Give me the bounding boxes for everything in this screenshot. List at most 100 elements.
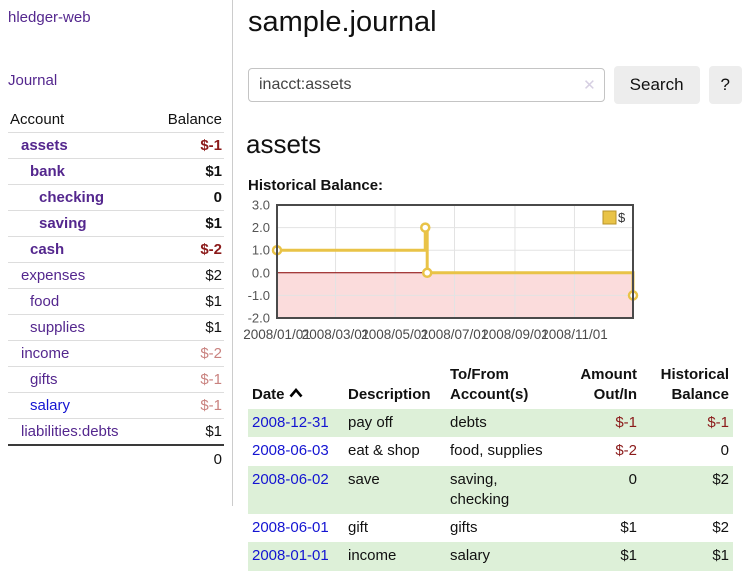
account-balance: $1 xyxy=(205,319,222,336)
transaction-row: 2008-01-01 income salary $1 $1 xyxy=(248,542,733,571)
account-balance: $1 xyxy=(205,293,222,310)
transaction-balance: $2 xyxy=(641,465,733,514)
account-row: cash $-2 xyxy=(8,236,224,263)
account-row: income $-2 xyxy=(8,340,224,367)
account-balance: $2 xyxy=(205,267,222,284)
account-link-saving[interactable]: saving xyxy=(39,215,87,232)
transaction-amount: $-2 xyxy=(615,442,637,460)
account-link-bank[interactable]: bank xyxy=(30,163,66,180)
svg-text:2008/01/01: 2008/01/01 xyxy=(243,327,311,342)
account-heading: assets xyxy=(246,129,322,159)
svg-text:2008/11/01: 2008/11/01 xyxy=(541,327,608,342)
account-link-food[interactable]: food xyxy=(30,293,60,310)
transaction-description: gift xyxy=(348,519,369,536)
register-header-date[interactable]: Date xyxy=(248,363,344,409)
account-link-supplies[interactable]: supplies xyxy=(30,319,86,336)
transaction-description: pay off xyxy=(344,409,446,438)
account-row: checking 0 xyxy=(8,184,224,211)
transaction-amount: $1 xyxy=(620,519,637,536)
transaction-date-link[interactable]: 2008-06-01 xyxy=(252,519,329,536)
transaction-date-link[interactable]: 2008-06-02 xyxy=(252,470,329,488)
transaction-accounts: salary xyxy=(446,542,556,571)
register-table: Date Description To/From Account(s) Amou… xyxy=(248,363,733,571)
transaction-row: 2008-12-31 pay off debts $-1 $-1 xyxy=(248,409,733,438)
account-link-assets[interactable]: assets xyxy=(21,137,68,154)
account-link-expenses[interactable]: expenses xyxy=(21,267,86,284)
search-button[interactable]: Search xyxy=(613,66,700,104)
svg-text:2008/05/01: 2008/05/01 xyxy=(361,327,429,342)
app-home-link[interactable]: hledger-web xyxy=(8,9,91,26)
transaction-date-link[interactable]: 2008-12-31 xyxy=(252,414,329,431)
account-row: expenses $2 xyxy=(8,262,224,289)
register-header-accounts: To/From Account(s) xyxy=(450,366,529,403)
account-link-salary[interactable]: salary xyxy=(30,397,71,414)
transaction-accounts: debts xyxy=(446,409,556,438)
page-title: sample.journal xyxy=(248,6,437,38)
account-row: supplies $1 xyxy=(8,314,224,341)
account-row: liabilities:debts $1 xyxy=(8,418,224,446)
account-balance: $1 xyxy=(205,215,222,232)
transaction-description: save xyxy=(344,465,446,514)
transaction-balance: $1 xyxy=(641,542,733,571)
accounts-header-balance: Balance xyxy=(167,111,222,128)
transaction-description: income xyxy=(344,542,446,571)
account-row: saving $1 xyxy=(8,210,224,237)
svg-text:3.0: 3.0 xyxy=(252,199,270,213)
transaction-row: 2008-06-02 save saving, checking 0 $2 xyxy=(248,465,733,514)
search-input-wrap: ✕ xyxy=(248,68,605,102)
main-panel: sample.journal ✕ Search ? assets Histori… xyxy=(234,0,742,571)
account-balance: $-2 xyxy=(200,345,222,362)
clear-search-icon[interactable]: ✕ xyxy=(583,77,596,94)
register-header-description: Description xyxy=(348,385,431,403)
account-balance: $-1 xyxy=(200,397,222,414)
svg-text:$: $ xyxy=(618,210,626,225)
transaction-row: 2008-06-03 eat & shop food, supplies $-2 0 xyxy=(248,437,733,465)
svg-text:-2.0: -2.0 xyxy=(248,311,270,326)
transaction-balance: $2 xyxy=(712,519,729,536)
account-link-gifts[interactable]: gifts xyxy=(30,371,58,388)
transaction-date-link[interactable]: 2008-01-01 xyxy=(252,547,329,565)
svg-text:2008/07/01: 2008/07/01 xyxy=(421,327,489,342)
transaction-balance: $-1 xyxy=(641,409,733,438)
search-input[interactable] xyxy=(248,68,605,102)
account-link-checking[interactable]: checking xyxy=(39,189,105,206)
account-balance: $1 xyxy=(205,163,222,180)
account-balance: $-1 xyxy=(200,137,222,154)
svg-text:2.0: 2.0 xyxy=(252,220,270,235)
search-bar: ✕ Search ? xyxy=(248,66,742,104)
sort-ascending-icon xyxy=(289,384,303,404)
account-balance: $-2 xyxy=(200,241,222,258)
register-header-amount: Amount Out/In xyxy=(580,366,637,403)
svg-text:2008/03/01: 2008/03/01 xyxy=(302,327,370,342)
accounts-total-value: 0 xyxy=(213,451,222,468)
account-row: salary $-1 xyxy=(8,392,224,419)
chart-title: Historical Balance: xyxy=(248,177,384,194)
transaction-amount: $-1 xyxy=(556,409,641,438)
svg-text:1.0: 1.0 xyxy=(252,243,270,258)
sidebar: hledger-web Journal Account Balance asse… xyxy=(0,0,233,506)
sidebar-item-journal[interactable]: Journal xyxy=(8,72,58,89)
account-link-income[interactable]: income xyxy=(21,345,70,362)
transaction-row: 2008-06-01 gift gifts $1 $2 xyxy=(248,514,733,542)
svg-text:2008/09/01: 2008/09/01 xyxy=(481,327,549,342)
svg-text:-1.0: -1.0 xyxy=(248,288,270,303)
account-balance: $-1 xyxy=(200,371,222,388)
account-balance: 0 xyxy=(213,189,222,206)
transaction-date-link[interactable]: 2008-06-03 xyxy=(252,442,329,460)
account-row: gifts $-1 xyxy=(8,366,224,393)
transaction-accounts: saving, checking xyxy=(446,465,556,514)
account-balance: $1 xyxy=(205,423,222,440)
account-link-liabilities-debts[interactable]: liabilities:debts xyxy=(21,423,119,440)
accounts-table: Account Balance assets $-1 bank $1 checking 0… xyxy=(8,107,224,472)
transaction-description: eat & shop xyxy=(348,442,420,460)
account-row: bank $1 xyxy=(8,158,224,185)
accounts-header-account: Account xyxy=(10,111,65,128)
accounts-total-row: 0 xyxy=(8,445,224,472)
help-button[interactable]: ? xyxy=(708,66,742,104)
transaction-amount: 0 xyxy=(556,465,641,514)
transaction-balance: 0 xyxy=(720,442,729,460)
historical-balance-chart: 3.0 2.0 1.0 0.0 -1.0 -2.0 2008/01/01 2008/03/01… xyxy=(234,199,742,351)
account-row: food $1 xyxy=(8,288,224,315)
register-header-balance: Historical Balance xyxy=(660,366,729,403)
account-link-cash[interactable]: cash xyxy=(30,241,65,258)
